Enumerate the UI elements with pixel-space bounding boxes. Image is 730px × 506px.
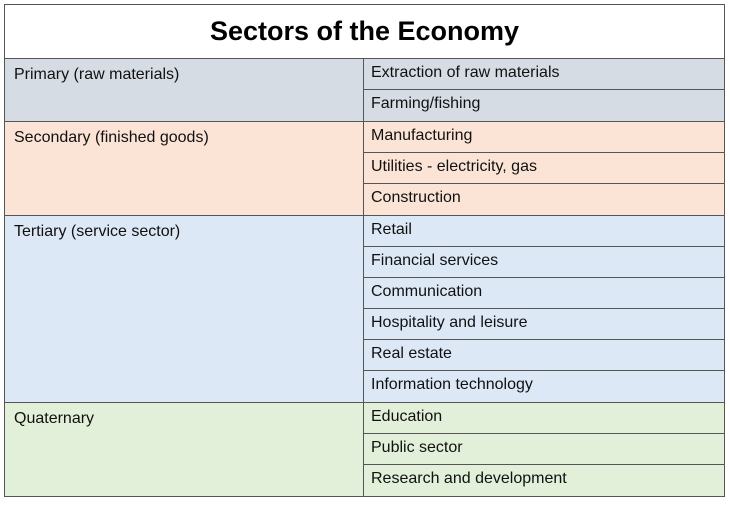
group-quaternary: Quaternary Education Public sector Resea… (5, 403, 724, 496)
sector-item: Real estate (364, 340, 724, 371)
sector-item: Farming/fishing (371, 95, 481, 112)
sector-item: Public sector (364, 434, 724, 465)
sector-item: Education (364, 403, 724, 434)
sector-items-primary: Extraction of raw materials Farming/fish… (364, 59, 724, 121)
sector-item: Research and development (371, 470, 567, 487)
group-secondary: Secondary (finished goods) Manufacturing… (5, 122, 724, 216)
sector-item: Manufacturing (364, 122, 724, 153)
sector-item: Hospitality and leisure (364, 309, 724, 340)
table-title: Sectors of the Economy (5, 5, 724, 59)
sector-item: Financial services (364, 247, 724, 278)
sector-item: Retail (364, 216, 724, 247)
sector-label-secondary: Secondary (finished goods) (5, 122, 364, 215)
sector-items-secondary: Manufacturing Utilities - electricity, g… (364, 122, 724, 215)
sector-label-primary: Primary (raw materials) (5, 59, 364, 121)
sector-item: Communication (364, 278, 724, 309)
sector-label-tertiary: Tertiary (service sector) (5, 216, 364, 402)
sector-item: Extraction of raw materials (364, 59, 724, 90)
sector-items-quaternary: Education Public sector Research and dev… (364, 403, 724, 496)
group-tertiary: Tertiary (service sector) Retail Financi… (5, 216, 724, 403)
sector-item: Construction (371, 189, 461, 206)
sectors-table: Sectors of the Economy Primary (raw mate… (4, 4, 725, 497)
sector-item: Information technology (371, 376, 533, 393)
sector-label-quaternary: Quaternary (5, 403, 364, 496)
group-primary: Primary (raw materials) Extraction of ra… (5, 59, 724, 122)
sector-item: Utilities - electricity, gas (364, 153, 724, 184)
sector-items-tertiary: Retail Financial services Communication … (364, 216, 724, 402)
